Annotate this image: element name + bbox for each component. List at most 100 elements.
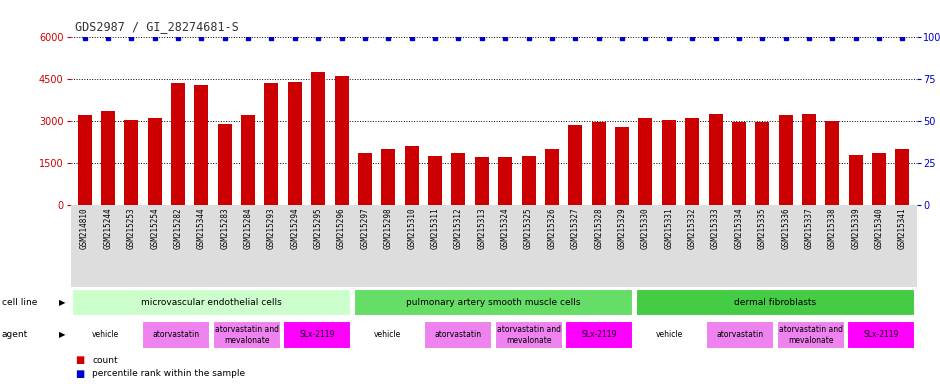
Text: count: count bbox=[92, 356, 118, 365]
Text: atorvastatin and
mevalonate: atorvastatin and mevalonate bbox=[496, 325, 561, 344]
Text: vehicle: vehicle bbox=[92, 330, 119, 339]
Text: GSM215344: GSM215344 bbox=[196, 207, 206, 249]
Text: ■: ■ bbox=[75, 356, 85, 366]
Text: GSM215327: GSM215327 bbox=[571, 207, 580, 249]
Bar bbox=[545, 149, 559, 205]
Text: GSM215339: GSM215339 bbox=[852, 207, 860, 249]
Text: GSM215332: GSM215332 bbox=[688, 207, 697, 249]
Text: GSM215331: GSM215331 bbox=[665, 207, 673, 249]
Text: GSM215333: GSM215333 bbox=[711, 207, 720, 249]
Text: percentile rank within the sample: percentile rank within the sample bbox=[92, 369, 245, 378]
Bar bbox=[498, 157, 512, 205]
Text: ■: ■ bbox=[75, 369, 85, 379]
Bar bbox=[335, 76, 349, 205]
Bar bbox=[71, 289, 352, 316]
Bar bbox=[475, 157, 489, 205]
Text: pulmonary artery smooth muscle cells: pulmonary artery smooth muscle cells bbox=[406, 298, 581, 307]
Text: GSM215325: GSM215325 bbox=[525, 207, 533, 249]
Bar bbox=[218, 124, 232, 205]
Text: GSM215312: GSM215312 bbox=[454, 207, 462, 249]
Bar bbox=[353, 321, 422, 349]
Text: GSM215244: GSM215244 bbox=[103, 207, 113, 249]
Text: atorvastatin and
mevalonate: atorvastatin and mevalonate bbox=[214, 325, 279, 344]
Bar bbox=[195, 84, 209, 205]
Bar bbox=[802, 114, 816, 205]
Text: SLx-2119: SLx-2119 bbox=[582, 330, 617, 339]
Bar bbox=[382, 149, 396, 205]
Bar bbox=[847, 321, 916, 349]
Text: GSM215297: GSM215297 bbox=[360, 207, 369, 249]
Text: dermal fibroblasts: dermal fibroblasts bbox=[734, 298, 817, 307]
Text: GSM215328: GSM215328 bbox=[594, 207, 603, 249]
Text: cell line: cell line bbox=[2, 298, 38, 307]
Text: SLx-2119: SLx-2119 bbox=[864, 330, 899, 339]
Text: GDS2987 / GI_28274681-S: GDS2987 / GI_28274681-S bbox=[75, 20, 239, 33]
Bar bbox=[358, 153, 372, 205]
Bar bbox=[311, 72, 325, 205]
Bar bbox=[615, 127, 629, 205]
Text: ▶: ▶ bbox=[59, 330, 66, 339]
Text: GSM215338: GSM215338 bbox=[828, 207, 837, 249]
Bar bbox=[709, 114, 723, 205]
Text: GSM215336: GSM215336 bbox=[781, 207, 791, 249]
Text: GSM214810: GSM214810 bbox=[80, 207, 89, 249]
Bar bbox=[171, 83, 185, 205]
Bar bbox=[638, 118, 652, 205]
Bar bbox=[896, 149, 910, 205]
Bar bbox=[778, 116, 792, 205]
Bar bbox=[732, 122, 746, 205]
Bar bbox=[148, 118, 162, 205]
Bar bbox=[405, 146, 418, 205]
Text: GSM215335: GSM215335 bbox=[758, 207, 767, 249]
Text: GSM215282: GSM215282 bbox=[174, 207, 182, 249]
Bar bbox=[101, 111, 115, 205]
Text: GSM215293: GSM215293 bbox=[267, 207, 276, 249]
Bar bbox=[353, 289, 634, 316]
Bar bbox=[685, 118, 699, 205]
Text: GSM215254: GSM215254 bbox=[150, 207, 159, 249]
Bar bbox=[451, 153, 465, 205]
Bar bbox=[288, 82, 302, 205]
Text: GSM215326: GSM215326 bbox=[547, 207, 556, 249]
Text: GSM215337: GSM215337 bbox=[805, 207, 813, 249]
Bar bbox=[635, 321, 704, 349]
Text: GSM215324: GSM215324 bbox=[501, 207, 509, 249]
Bar bbox=[569, 125, 582, 205]
Bar bbox=[424, 321, 493, 349]
Text: GSM215310: GSM215310 bbox=[407, 207, 416, 249]
Bar bbox=[872, 153, 886, 205]
Text: atorvastatin and
mevalonate: atorvastatin and mevalonate bbox=[778, 325, 843, 344]
Text: GSM215340: GSM215340 bbox=[874, 207, 884, 249]
Text: atorvastatin: atorvastatin bbox=[152, 330, 200, 339]
Bar bbox=[522, 156, 536, 205]
Bar bbox=[142, 321, 211, 349]
Text: GSM215313: GSM215313 bbox=[478, 207, 486, 249]
Bar bbox=[124, 119, 138, 205]
Text: GSM215329: GSM215329 bbox=[618, 207, 627, 249]
Bar bbox=[849, 155, 863, 205]
Text: GSM215334: GSM215334 bbox=[734, 207, 744, 249]
Text: ▶: ▶ bbox=[59, 298, 66, 307]
Text: GSM215330: GSM215330 bbox=[641, 207, 650, 249]
Bar bbox=[264, 83, 278, 205]
Bar bbox=[591, 122, 605, 205]
Text: atorvastatin: atorvastatin bbox=[434, 330, 482, 339]
Bar bbox=[241, 116, 255, 205]
Text: GSM215311: GSM215311 bbox=[431, 207, 440, 249]
Bar bbox=[77, 116, 91, 205]
Bar bbox=[428, 156, 442, 205]
Text: vehicle: vehicle bbox=[374, 330, 401, 339]
Text: GSM215298: GSM215298 bbox=[384, 207, 393, 249]
Bar bbox=[662, 119, 676, 205]
Text: GSM215283: GSM215283 bbox=[220, 207, 229, 249]
Text: GSM215253: GSM215253 bbox=[127, 207, 135, 249]
Text: GSM215294: GSM215294 bbox=[290, 207, 299, 249]
Bar bbox=[212, 321, 281, 349]
Text: GSM215295: GSM215295 bbox=[314, 207, 322, 249]
Bar bbox=[635, 289, 916, 316]
Text: GSM215284: GSM215284 bbox=[243, 207, 253, 249]
Bar bbox=[755, 122, 769, 205]
Bar bbox=[71, 321, 140, 349]
Text: microvascular endothelial cells: microvascular endothelial cells bbox=[141, 298, 282, 307]
Text: SLx-2119: SLx-2119 bbox=[300, 330, 335, 339]
